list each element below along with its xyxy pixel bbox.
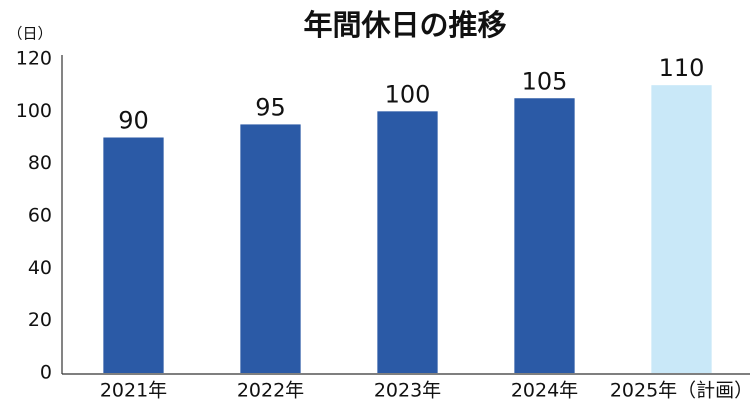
y-tick-label: 20 [28, 309, 52, 331]
x-tick-label: 2021年 [100, 380, 167, 402]
x-tick-label: 2025年（計画） [610, 380, 753, 402]
x-tick-label: 2024年 [511, 380, 578, 402]
x-tick-label: 2022年 [237, 380, 304, 402]
y-tick-label: 80 [28, 152, 52, 174]
y-tick-label: 60 [28, 205, 52, 227]
y-tick-label: 0 [40, 362, 52, 384]
data-label: 100 [385, 80, 431, 108]
y-tick-label: 100 [16, 100, 52, 122]
data-label: 105 [522, 67, 568, 95]
bar [377, 111, 438, 373]
chart-title: 年間休日の推移 [303, 8, 506, 42]
x-tick-label: 2023年 [374, 380, 441, 402]
bar [240, 124, 301, 374]
y-axis-unit: （日） [7, 25, 52, 43]
y-tick-label: 120 [16, 48, 52, 70]
bar [651, 85, 712, 374]
data-label: 90 [118, 107, 149, 135]
data-label: 110 [659, 54, 705, 82]
data-label: 95 [255, 93, 286, 121]
bar [103, 137, 164, 373]
y-tick-label: 40 [28, 257, 52, 279]
bar [514, 98, 575, 373]
